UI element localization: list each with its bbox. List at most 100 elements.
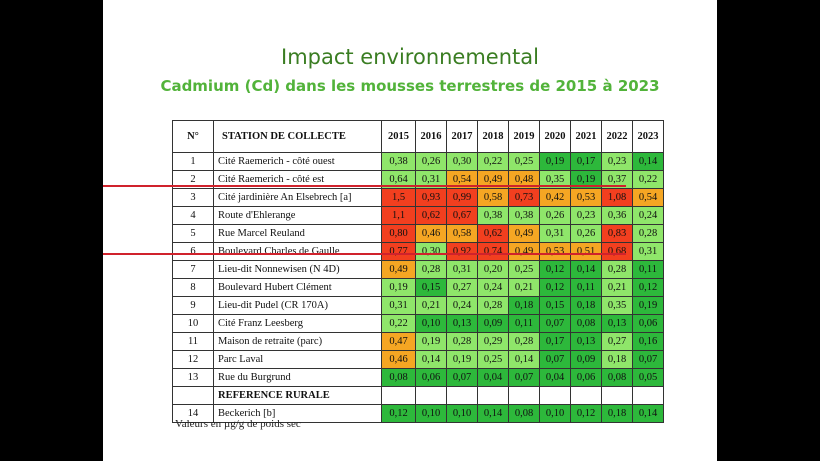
row-number: 13	[172, 368, 214, 387]
table-row: 6 Boulevard Charles de Gaulle 0,77 0,30 0,92…	[172, 242, 664, 261]
value-cell: 0,28	[477, 296, 509, 315]
row-number: 6	[172, 242, 214, 261]
value-cell	[632, 386, 664, 405]
station-name: Maison de retraite (parc)	[213, 332, 382, 351]
value-cell: 0,13	[601, 314, 633, 333]
value-cell: 0,14	[415, 350, 447, 369]
value-cell: 0,10	[446, 404, 478, 423]
value-cell: 0,24	[632, 206, 664, 225]
value-cell: 0,19	[415, 332, 447, 351]
station-name: Boulevard Hubert Clément	[213, 278, 382, 297]
row-number: 11	[172, 332, 214, 351]
station-name: Lieu-dit Pudel (CR 170A)	[213, 296, 382, 315]
value-cell: 0,31	[632, 242, 664, 261]
value-cell: 0,26	[415, 152, 447, 171]
value-cell: 0,25	[477, 350, 509, 369]
value-cell: 0,19	[381, 278, 416, 297]
value-cell: 0,24	[477, 278, 509, 297]
value-cell: 0,28	[632, 224, 664, 243]
table-row: 8 Boulevard Hubert Clément 0,19 0,15 0,27 0,2…	[172, 278, 664, 297]
value-cell: 0,38	[508, 206, 540, 225]
value-cell: 0,20	[477, 260, 509, 279]
value-cell: 0,07	[508, 368, 540, 387]
value-cell: 0,53	[539, 242, 571, 261]
value-cell: 0,12	[570, 404, 602, 423]
value-cell: 0,62	[477, 224, 509, 243]
value-cell: 0,29	[477, 332, 509, 351]
value-cell: 0,13	[570, 332, 602, 351]
station-name: Cité jardinière An Elsebrech [a]	[213, 188, 382, 207]
value-cell: 0,08	[381, 368, 416, 387]
value-cell: 0,12	[539, 260, 571, 279]
value-cell	[477, 386, 509, 405]
value-cell: 0,35	[539, 170, 571, 189]
header-year: 2018	[477, 120, 509, 153]
table-row: 12 Parc Laval 0,46 0,14 0,19 0,25 0,14 0,07 0,09…	[172, 350, 664, 369]
value-cell: 0,28	[508, 332, 540, 351]
value-cell: 0,77	[381, 242, 416, 261]
header-row: N° STATION DE COLLECTE 2015 2016 2017 20…	[172, 120, 664, 153]
value-cell: 0,07	[632, 350, 664, 369]
value-cell: 0,13	[446, 314, 478, 333]
value-cell: 1,5	[381, 188, 416, 207]
value-cell: 0,06	[415, 368, 447, 387]
value-cell: 0,25	[508, 260, 540, 279]
header-year: 2020	[539, 120, 571, 153]
header-no: N°	[172, 120, 214, 153]
value-cell: 0,23	[601, 152, 633, 171]
row-number: 1	[172, 152, 214, 171]
table-row: 13 Rue du Burgrund 0,08 0,06 0,07 0,04 0,07 0,0…	[172, 368, 664, 387]
row-number: 12	[172, 350, 214, 369]
station-name: Cité Raemerich - côté ouest	[213, 152, 382, 171]
value-cell: 0,18	[601, 404, 633, 423]
value-cell: 0,54	[446, 170, 478, 189]
value-cell: 0,31	[539, 224, 571, 243]
value-cell	[601, 386, 633, 405]
value-cell: 0,30	[446, 152, 478, 171]
value-cell: 0,11	[570, 278, 602, 297]
table-row: 1 Cité Raemerich - côté ouest 0,38 0,26 0,30…	[172, 152, 664, 171]
value-cell	[415, 386, 447, 405]
value-cell: 0,99	[446, 188, 478, 207]
rural-header-row: REFERENCE RURALE	[172, 386, 664, 405]
station-name: Lieu-dit Nonnewisen (N 4D)	[213, 260, 382, 279]
value-cell: 0,08	[570, 314, 602, 333]
row-number: 3	[172, 188, 214, 207]
station-name: Boulevard Charles de Gaulle	[213, 242, 382, 261]
value-cell: 0,19	[539, 152, 571, 171]
units-note: Valeurs en µg/g de poids sec	[175, 418, 301, 430]
table-row: 3 Cité jardinière An Elsebrech [a] 1,5 0,93…	[172, 188, 664, 207]
value-cell: 0,17	[570, 152, 602, 171]
value-cell: 0,25	[508, 152, 540, 171]
value-cell: 0,12	[381, 404, 416, 423]
station-name: Rue du Burgrund	[213, 368, 382, 387]
value-cell: 0,18	[570, 296, 602, 315]
value-cell: 0,62	[415, 206, 447, 225]
value-cell: 0,47	[381, 332, 416, 351]
value-cell: 0,49	[477, 170, 509, 189]
value-cell: 0,49	[508, 242, 540, 261]
header-year: 2016	[415, 120, 447, 153]
row-number: 9	[172, 296, 214, 315]
value-cell: 0,36	[601, 206, 633, 225]
value-cell: 0,46	[415, 224, 447, 243]
row-number: 8	[172, 278, 214, 297]
value-cell: 0,26	[539, 206, 571, 225]
value-cell	[508, 386, 540, 405]
header-year: 2021	[570, 120, 602, 153]
value-cell: 0,07	[446, 368, 478, 387]
value-cell: 0,73	[508, 188, 540, 207]
rural-header-label: REFERENCE RURALE	[213, 386, 382, 405]
header-year: 2023	[632, 120, 664, 153]
table-row: 11 Maison de retraite (parc) 0,47 0,19 0,28 0…	[172, 332, 664, 351]
value-cell: 0,51	[570, 242, 602, 261]
value-cell: 0,09	[477, 314, 509, 333]
rural-row: 14 Beckerich [b] 0,12 0,10 0,10 0,14 0,08 0,10 0…	[172, 404, 664, 423]
value-cell: 0,58	[446, 224, 478, 243]
value-cell: 0,15	[539, 296, 571, 315]
row-number: 7	[172, 260, 214, 279]
value-cell: 0,10	[415, 314, 447, 333]
value-cell: 0,58	[477, 188, 509, 207]
value-cell: 0,30	[415, 242, 447, 261]
value-cell: 0,07	[539, 314, 571, 333]
